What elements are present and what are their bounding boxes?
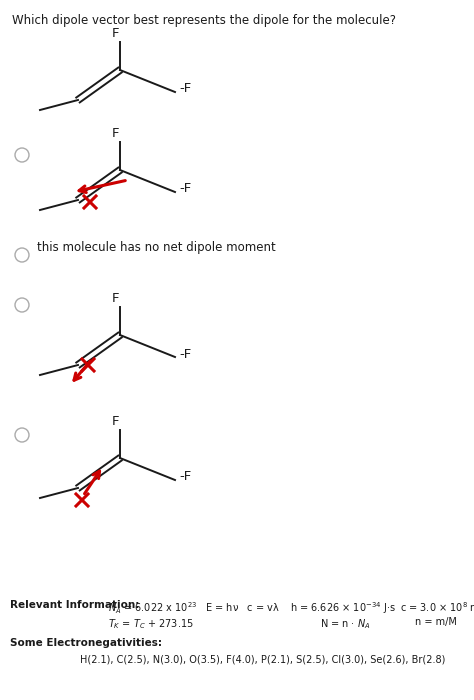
Text: H(2.1), C(2.5), N(3.0), O(3.5), F(4.0), P(2.1), S(2.5), Cl(3.0), Se(2.6), Br(2.8: H(2.1), C(2.5), N(3.0), O(3.5), F(4.0), … [80,654,446,664]
Text: $N_A$ = 6.022 x 10$^{23}$   E = hν   c = vλ: $N_A$ = 6.022 x 10$^{23}$ E = hν c = vλ [108,600,280,615]
Text: -F: -F [179,183,191,195]
Text: Relevant Information:: Relevant Information: [10,600,139,610]
Text: Some Electronegativities:: Some Electronegativities: [10,638,162,648]
Text: Which dipole vector best represents the dipole for the molecule?: Which dipole vector best represents the … [12,14,396,27]
Text: F: F [112,27,120,40]
Text: F: F [112,292,120,305]
Text: -F: -F [179,347,191,360]
Text: c = 3.0 × 10$^8$ m/s: c = 3.0 × 10$^8$ m/s [400,600,474,615]
Text: -F: -F [179,83,191,95]
Text: F: F [112,415,120,428]
Text: n = m/M: n = m/M [415,617,457,627]
Text: $T_K$ = $T_C$ + 273.15: $T_K$ = $T_C$ + 273.15 [108,617,194,631]
Text: N = n · $N_A$: N = n · $N_A$ [320,617,371,631]
Text: h = 6.626 × 10$^{-34}$ J·s: h = 6.626 × 10$^{-34}$ J·s [290,600,396,616]
Text: -F: -F [179,470,191,484]
Text: this molecule has no net dipole moment: this molecule has no net dipole moment [37,241,276,255]
Text: F: F [112,127,120,140]
